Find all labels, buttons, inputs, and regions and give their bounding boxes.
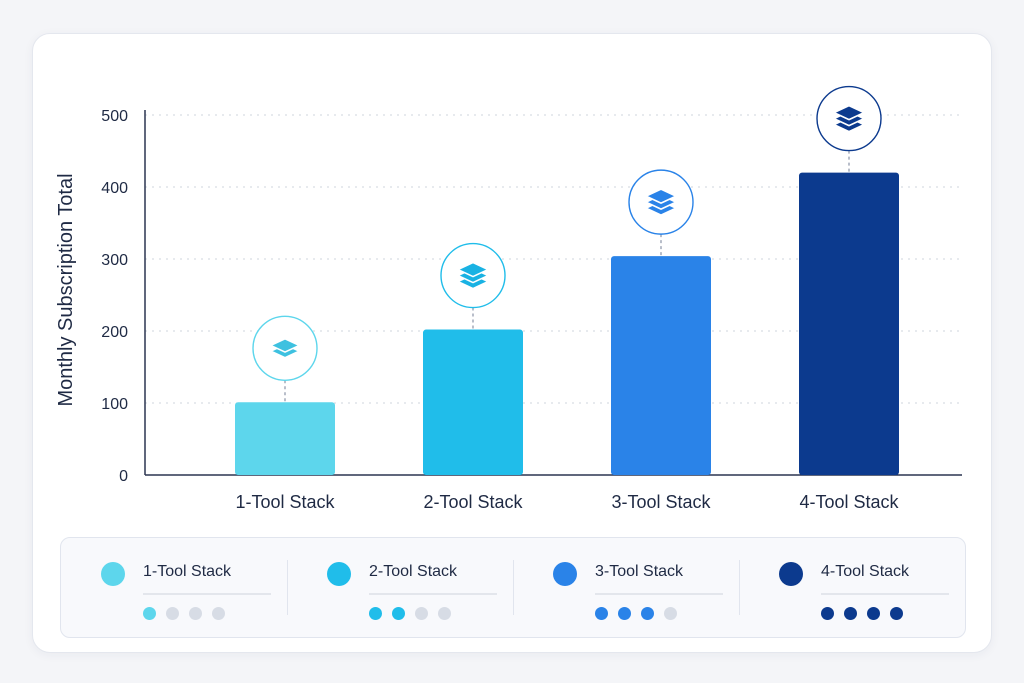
level-dot-filled [369,607,382,620]
level-dot-empty [212,607,225,620]
bar-chart: 0 100 200 300 400 500 Monthly Subscription Tot… [55,85,962,512]
level-dot-empty [438,607,451,620]
legend-item: 2-Tool Stack [287,538,513,637]
stack-layers-icon [457,261,489,290]
level-dot-filled [890,607,903,620]
stack-layer [645,188,677,204]
level-dot-filled [867,607,880,620]
legend-label: 4-Tool Stack [821,563,910,580]
x-tick-label: 2-Tool Stack [423,492,523,512]
legend: 1-Tool Stack 2-Tool Stack 3-Tool Stack 4… [60,537,966,638]
stack-layer [269,337,301,353]
bar [611,256,711,475]
level-dot-filled [143,607,156,620]
level-dot-empty [189,607,202,620]
level-dot-filled [821,607,834,620]
bar [423,329,523,475]
legend-label: 3-Tool Stack [595,563,684,580]
legend-item: 3-Tool Stack [513,538,739,637]
level-dot-filled [595,607,608,620]
x-tick-label: 3-Tool Stack [611,492,711,512]
y-tick-label: 400 [101,180,128,197]
level-dot-filled [392,607,405,620]
y-tick-label: 300 [101,252,128,269]
legend-divider [143,593,271,595]
level-dot-filled [618,607,631,620]
level-dot-filled [641,607,654,620]
legend-swatch [101,562,125,586]
y-tick-label: 0 [119,468,128,485]
y-tick-label: 500 [101,108,128,125]
stack-layers-icon [269,337,301,359]
legend-level-dots [595,607,677,620]
y-axis-label: Monthly Subscription Total [55,173,77,406]
level-dot-empty [664,607,677,620]
stack-layers-icon [833,104,865,133]
level-dot-filled [844,607,857,620]
bar [799,172,899,475]
stack-layer [457,261,489,278]
legend-item: 4-Tool Stack [739,538,965,637]
level-dot-empty [415,607,428,620]
legend-item: 1-Tool Stack [61,538,287,637]
bar [235,402,335,475]
legend-swatch [553,562,577,586]
y-tick-label: 200 [101,324,128,341]
legend-divider [821,593,949,595]
legend-level-dots [143,607,225,620]
level-dot-empty [166,607,179,620]
legend-swatch [327,562,351,586]
x-tick-label: 1-Tool Stack [235,492,335,512]
legend-label: 1-Tool Stack [143,563,232,580]
legend-divider [369,593,497,595]
legend-swatch [779,562,803,586]
legend-level-dots [369,607,451,620]
x-tick-label: 4-Tool Stack [799,492,899,512]
legend-label: 2-Tool Stack [369,563,458,580]
stack-layers-icon [645,188,677,216]
legend-level-dots [821,607,903,620]
legend-divider [595,593,723,595]
y-tick-label: 100 [101,396,128,413]
stack-layer [833,104,865,121]
